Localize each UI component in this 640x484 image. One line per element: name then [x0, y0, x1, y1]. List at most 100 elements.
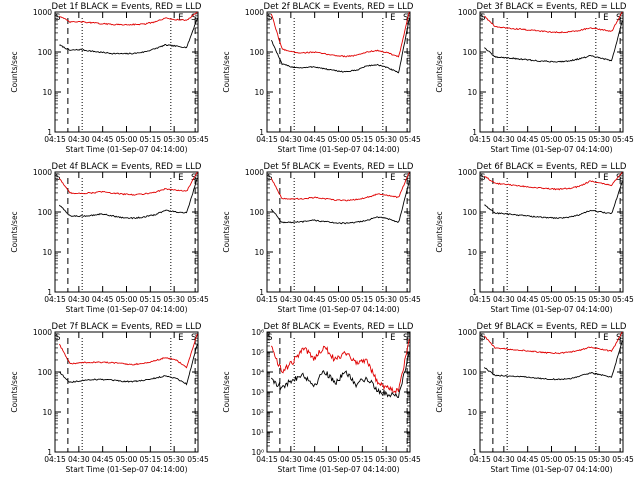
det1f-series-events — [59, 18, 198, 55]
det5f-marker-e: E — [390, 173, 395, 183]
det9f-ytick-label: 1 — [472, 448, 477, 457]
det9f-chart: Det 9f BLACK = Events, RED = LLD 1 10 100 10… — [435, 322, 634, 474]
det8f-marker-s: S — [403, 333, 408, 343]
det2f-xtick-label: 05:30 — [375, 135, 397, 144]
det2f-title: Det 2f BLACK = Events, RED = LLD — [264, 2, 414, 12]
det8f-plot-frame — [266, 331, 411, 453]
det2f-series-events — [270, 18, 410, 74]
det8f-ytick-label: 10² — [251, 408, 264, 417]
det4f-xtick-label: 05:45 — [187, 295, 209, 304]
det3f-ytick-label: 1 — [472, 128, 477, 137]
det1f-title: Det 1f BLACK = Events, RED = LLD — [52, 2, 202, 12]
det7f-xlabel: Start Time (01-Sep-07 04:14:00) — [66, 465, 188, 474]
det7f-xtick-label: 04:15 — [44, 455, 66, 464]
det3f-ylabel: Counts/sec — [435, 51, 444, 92]
det9f-ytick-label: 100 — [463, 368, 478, 377]
det2f-marker-s: S — [267, 13, 272, 23]
det6f-xtick-label: 04:45 — [517, 295, 539, 304]
det6f-ytick-label: 10 — [467, 248, 477, 257]
det5f-xtick-label: 05:00 — [328, 295, 350, 304]
det8f-series-lld — [270, 338, 410, 394]
det3f-series-events — [484, 20, 623, 63]
det3f-xtick-label: 04:30 — [493, 135, 515, 144]
det2f-xtick-label: 04:45 — [304, 135, 326, 144]
det6f-xtick-label: 05:00 — [541, 295, 563, 304]
det5f-xtick-label: 04:45 — [304, 295, 326, 304]
det9f-xlabel: Start Time (01-Sep-07 04:14:00) — [491, 465, 613, 474]
det7f-ytick-label: 1 — [47, 448, 52, 457]
det9f-series-events — [483, 340, 623, 381]
det4f-series-lld — [58, 171, 198, 196]
det8f-xtick-label: 05:30 — [375, 455, 397, 464]
det3f-ytick-label: 10 — [467, 88, 477, 97]
det5f-xtick-label: 05:15 — [352, 295, 374, 304]
det6f-series-events — [484, 181, 623, 220]
det2f-xtick-label: 05:00 — [328, 135, 350, 144]
det6f-ytick-label: 1000 — [458, 168, 477, 177]
det7f-ytick-label: 1000 — [33, 328, 52, 337]
det8f-ylabel: Counts/sec — [222, 371, 231, 412]
det4f-xtick-label: 05:30 — [163, 295, 185, 304]
det7f-marker-e: E — [178, 333, 183, 343]
det4f-ytick-label: 100 — [38, 208, 53, 217]
det3f-marker-e: E — [603, 13, 608, 23]
det3f-xtick-label: 04:45 — [517, 135, 539, 144]
det4f-xtick-label: 05:15 — [140, 295, 162, 304]
det9f-xtick-label: 05:45 — [612, 455, 634, 464]
det9f-series-lld — [483, 331, 623, 355]
det9f-xtick-label: 04:30 — [493, 455, 515, 464]
det5f-ytick-label: 1000 — [245, 168, 264, 177]
det7f-ylabel: Counts/sec — [10, 371, 19, 412]
det1f-xtick-label: 04:45 — [92, 135, 114, 144]
det8f-xtick-label: 05:45 — [399, 455, 421, 464]
det8f-xlabel: Start Time (01-Sep-07 04:14:00) — [278, 465, 400, 474]
det4f-xtick-label: 04:45 — [92, 295, 114, 304]
det6f-plot-frame — [479, 171, 624, 293]
det1f-marker-e: E — [178, 13, 183, 23]
det1f-ylabel: Counts/sec — [10, 51, 19, 92]
det5f-ytick-label: 100 — [250, 208, 265, 217]
det3f-chart: Det 3f BLACK = Events, RED = LLD 1 10 100 10… — [435, 2, 634, 154]
det5f-series-lld — [270, 172, 410, 202]
det6f-xtick-label: 05:30 — [588, 295, 610, 304]
det1f-ytick-label: 100 — [38, 48, 53, 57]
det1f-xtick-label: 04:15 — [44, 135, 66, 144]
det3f-ytick-label: 1000 — [458, 8, 477, 17]
det6f-marker-e: E — [603, 173, 608, 183]
det5f-series-events — [270, 180, 410, 225]
det5f-xtick-label: 05:30 — [375, 295, 397, 304]
det4f-series-events — [58, 177, 198, 220]
det8f-ytick-label: 10⁴ — [251, 368, 264, 377]
det3f-marker-s: S — [480, 13, 485, 23]
det1f-chart: Det 1f BLACK = Events, RED = LLD 1 10 100 10… — [10, 2, 209, 154]
det9f-ytick-label: 10 — [467, 408, 477, 417]
det4f-ytick-label: 1 — [47, 288, 52, 297]
det6f-xtick-label: 04:30 — [493, 295, 515, 304]
det3f-xlabel: Start Time (01-Sep-07 04:14:00) — [491, 145, 613, 154]
det7f-title: Det 7f BLACK = Events, RED = LLD — [52, 322, 202, 332]
det8f-marker-s: S — [267, 333, 272, 343]
det6f-ytick-label: 100 — [463, 208, 478, 217]
det2f-chart: Det 2f BLACK = Events, RED = LLD 1 10 100 10… — [222, 2, 421, 154]
det9f-marker-s: S — [480, 333, 485, 343]
det2f-marker-s: S — [403, 13, 408, 23]
det1f-xtick-label: 05:00 — [116, 135, 138, 144]
det5f-marker-s: S — [267, 173, 272, 183]
det6f-series-lld — [483, 171, 623, 191]
det6f-ytick-label: 1 — [472, 288, 477, 297]
det7f-xtick-label: 05:45 — [187, 455, 209, 464]
det1f-xtick-label: 05:45 — [187, 135, 209, 144]
det7f-chart: Det 7f BLACK = Events, RED = LLD 1 10 100 10… — [10, 322, 209, 474]
det4f-marker-e: E — [178, 173, 183, 183]
det1f-xtick-label: 05:15 — [140, 135, 162, 144]
det5f-marker-s: S — [403, 173, 408, 183]
det2f-plot-frame — [266, 11, 411, 133]
det1f-ytick-label: 10 — [42, 88, 52, 97]
det5f-xtick-label: 05:45 — [399, 295, 421, 304]
det2f-xtick-label: 05:15 — [352, 135, 374, 144]
det2f-xtick-label: 04:15 — [256, 135, 278, 144]
det7f-xtick-label: 05:15 — [140, 455, 162, 464]
det2f-ytick-label: 1 — [259, 128, 264, 137]
